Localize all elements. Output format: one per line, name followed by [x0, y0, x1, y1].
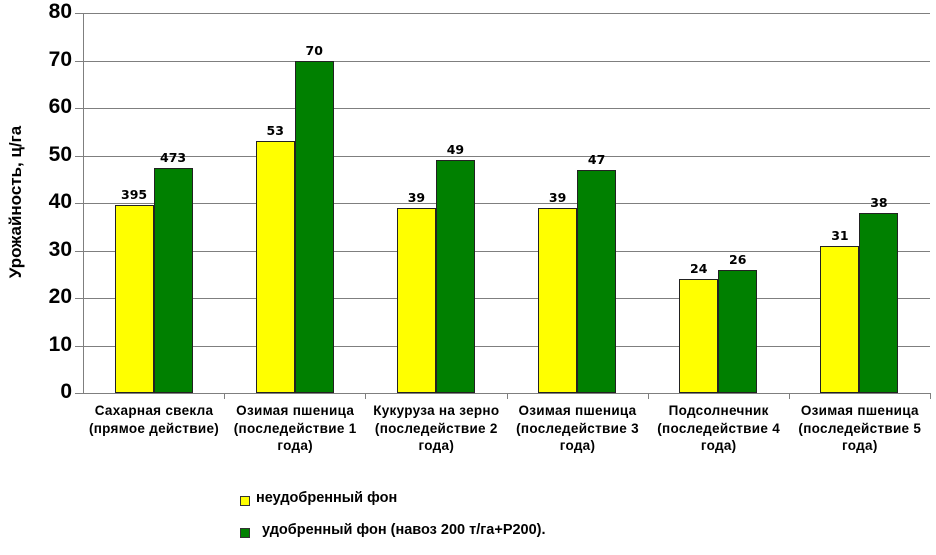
category-label-line: Кукуруза на зерно — [373, 403, 500, 418]
gridline — [83, 298, 930, 299]
gridline — [83, 108, 930, 109]
bar-unfertilized — [679, 279, 719, 393]
plot-area: 395 473 53 70 39 49 39 47 24 26 31 38 — [75, 13, 931, 399]
data-label: 473 — [160, 150, 187, 166]
y-tick-label: 60 — [48, 95, 72, 118]
y-tick-label: 40 — [48, 190, 72, 213]
category-label: Озимая пшеница (последействие 1 года) — [224, 402, 366, 455]
y-tick-label: 70 — [48, 47, 72, 71]
y-tick-mark — [75, 13, 83, 14]
bar-unfertilized — [820, 245, 860, 393]
bar-fertilized — [859, 212, 899, 393]
legend-label: неудобренный фон — [256, 490, 398, 506]
y-tick-mark — [75, 298, 83, 299]
y-tick-label: 0 — [60, 380, 72, 403]
category-label-line: (последействие 1 — [233, 420, 357, 436]
y-tick-label: 30 — [48, 237, 72, 261]
x-tick-mark — [224, 393, 226, 399]
y-tick-label: 20 — [48, 285, 72, 308]
data-label: 38 — [870, 194, 888, 210]
category-label: Озимая пшеница (последействие 3 года) — [507, 402, 649, 455]
y-tick-mark — [75, 60, 83, 62]
data-label: 395 — [121, 187, 148, 203]
gridline — [83, 155, 930, 157]
y-tick-mark — [75, 345, 83, 347]
y-tick-label: 80 — [48, 0, 72, 23]
category-label-line: (последействие 2 — [374, 420, 498, 436]
gridline — [83, 250, 930, 252]
category-label-line: года) — [842, 438, 878, 453]
x-tick-mark — [788, 393, 790, 399]
category-label: Озимая пшеница (последействие 5 года) — [789, 402, 931, 455]
category-label: Подсолнечник (последействие 4 года) — [648, 402, 790, 455]
data-label: 70 — [305, 42, 323, 58]
category-label-line: (прямое действие) — [88, 420, 220, 436]
category-label-line: года) — [418, 438, 455, 453]
bar-fertilized — [435, 160, 475, 393]
category-label-line: года) — [277, 438, 313, 453]
y-tick-label: 10 — [48, 332, 72, 356]
data-label: 24 — [690, 261, 708, 276]
data-label: 31 — [831, 227, 849, 243]
category-label-line: (последействие 5 — [798, 420, 922, 436]
category-label-line: Озимая пшеница — [236, 403, 355, 418]
data-label: 53 — [266, 123, 284, 139]
y-tick-mark — [75, 108, 83, 109]
bar-fertilized — [294, 60, 334, 393]
category-label-line: Подсолнечник — [668, 403, 769, 418]
gridline — [83, 13, 930, 14]
bar-unfertilized — [255, 141, 295, 393]
category-label: Сахарная свекла (прямое действие) — [83, 402, 225, 437]
gridline — [83, 345, 930, 347]
y-tick-mark — [75, 393, 83, 394]
y-tick-mark — [75, 250, 83, 252]
category-label-line: года) — [559, 438, 596, 453]
category-label-line: Сахарная свекла — [94, 403, 214, 418]
y-tick-mark — [75, 203, 83, 204]
category-label-line: года) — [700, 438, 737, 453]
bar-unfertilized — [538, 207, 578, 393]
category-label-line: Озимая пшеница — [800, 403, 919, 418]
bar-fertilized — [577, 169, 617, 393]
data-label: 39 — [407, 189, 426, 205]
x-tick-mark — [930, 393, 931, 399]
x-tick-mark — [506, 393, 508, 399]
category-label-line: Озимая пшеница — [518, 403, 637, 418]
legend-swatch-icon — [240, 528, 250, 538]
data-label: 49 — [446, 142, 465, 158]
bar-unfertilized — [396, 207, 436, 393]
legend-swatch-icon — [240, 496, 250, 506]
data-label: 47 — [587, 151, 606, 167]
data-label: 26 — [729, 251, 747, 267]
y-tick-label: 50 — [48, 142, 72, 166]
data-label: 39 — [548, 189, 567, 205]
y-axis-title: Урожайность, ц/га — [6, 125, 25, 279]
x-tick-mark — [365, 393, 367, 399]
category-label: Кукуруза на зерно (последействие 2 года) — [365, 402, 507, 455]
gridline — [83, 60, 930, 62]
bar-unfertilized — [114, 205, 154, 393]
category-label-line: (последействие 3 — [516, 420, 639, 436]
gridline — [83, 203, 930, 204]
category-label-line: (последействие 4 — [657, 420, 781, 436]
bar-fertilized — [718, 269, 758, 393]
x-axis-line — [75, 393, 930, 394]
x-tick-mark — [647, 393, 649, 399]
legend-label: удобренный фон (навоз 200 т/га+Р200). — [262, 522, 546, 538]
y-tick-mark — [75, 155, 83, 157]
bar-fertilized — [153, 168, 193, 393]
